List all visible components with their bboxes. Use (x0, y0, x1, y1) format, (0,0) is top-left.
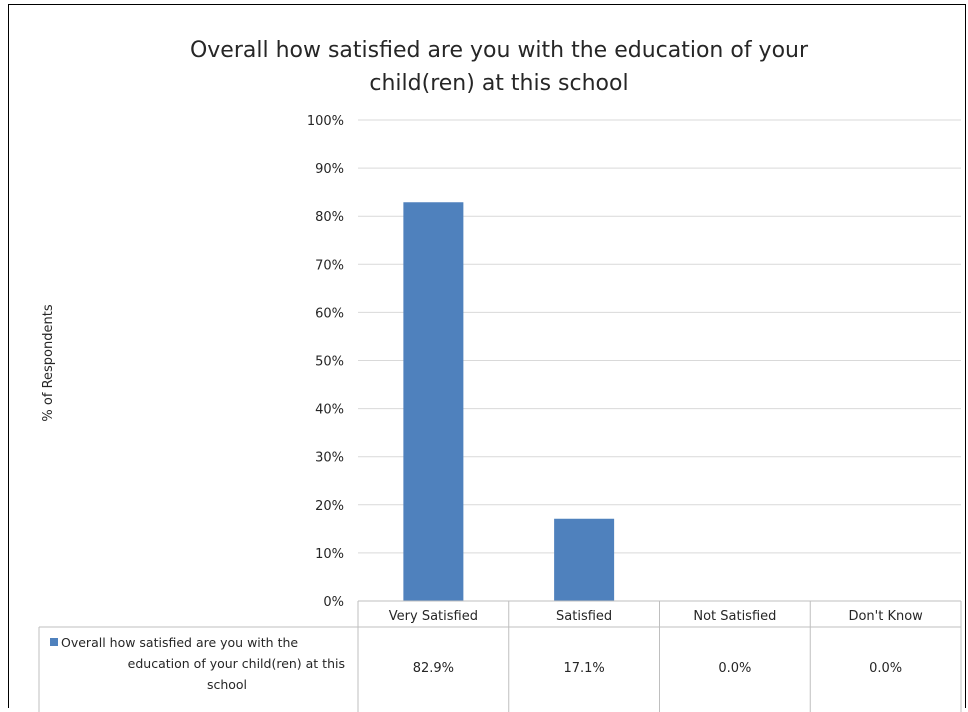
bars (403, 202, 615, 601)
data-label: 17.1% (563, 661, 604, 676)
x-category-label: Satisfied (556, 609, 612, 624)
x-category-label: Not Satisfied (693, 609, 776, 624)
y-tick-label: 30% (315, 451, 344, 466)
series-name-line: school (207, 677, 247, 692)
chart-title: Overall how satisfied are you with the e… (190, 38, 809, 96)
series-name-line: education of your child(ren) at this (128, 656, 345, 671)
x-category-label: Don't Know (848, 609, 923, 624)
y-tick-label: 70% (315, 258, 344, 273)
data-label: 82.9% (413, 661, 454, 676)
y-tick-label: 40% (315, 403, 344, 418)
bar (554, 518, 615, 601)
bar-chart: Overall how satisfied are you with the e… (38, 38, 962, 712)
data-label: 0.0% (869, 661, 902, 676)
chart-title-line-2: child(ren) at this school (369, 71, 628, 96)
bar (403, 202, 464, 601)
y-axis-label: % of Respondents (41, 304, 56, 421)
chart-frame: Overall how satisfied are you with the e… (8, 4, 966, 712)
y-tick-label: 20% (315, 499, 344, 514)
data-label: 0.0% (718, 661, 751, 676)
y-tick-label: 0% (323, 595, 344, 610)
x-category-label: Very Satisfied (389, 609, 478, 624)
y-tick-label: 60% (315, 306, 344, 321)
chart-title-line-1: Overall how satisfied are you with the e… (190, 38, 809, 63)
y-tick-label: 50% (315, 355, 344, 370)
y-axis-ticks: 0% 10% 20% 30% 40% 50% 60% 70% 80% 90% 100% (307, 114, 344, 610)
data-table: Very Satisfied Satisfied Not Satisfied Don'… (38, 600, 962, 712)
y-tick-label: 100% (307, 114, 344, 129)
series-name-line: Overall how satisfied are you with the (61, 635, 298, 650)
y-tick-label: 90% (315, 162, 344, 177)
y-tick-label: 80% (315, 210, 344, 225)
legend-key (50, 638, 58, 646)
y-tick-label: 10% (315, 547, 344, 562)
